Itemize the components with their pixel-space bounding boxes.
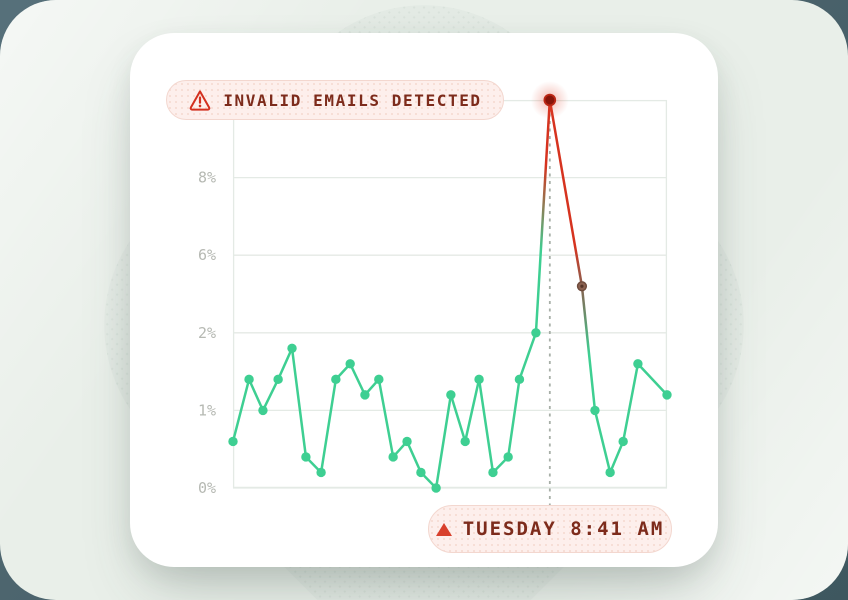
data-point [662, 390, 672, 400]
line-segment [247, 378, 265, 412]
line-segment [276, 347, 294, 381]
line-segment [348, 362, 367, 397]
data-point [258, 405, 268, 416]
y-axis-tick-label: 6% [198, 246, 216, 264]
line-segment [636, 362, 669, 397]
fade-dot-center [580, 284, 584, 288]
line-segment [231, 378, 251, 443]
line-segment [506, 378, 521, 459]
line-segment [377, 378, 395, 459]
line-segment [449, 393, 467, 443]
data-point [273, 374, 283, 385]
data-point [316, 467, 326, 478]
chart-card: 8% 6% 2% 1% 0% INVALID EMAILS DETECTED TUESD… [130, 33, 718, 567]
data-point [590, 405, 600, 416]
data-point [388, 452, 398, 462]
data-point [301, 452, 311, 462]
data-point [360, 390, 370, 400]
line-segment [319, 378, 338, 474]
alert-badge-label: INVALID EMAILS DETECTED [223, 90, 482, 110]
line-segment [621, 362, 640, 443]
data-point [503, 452, 513, 462]
line-segment [580, 284, 597, 412]
tooltip-badge: TUESDAY 8:41 AM [428, 505, 672, 553]
line-segment [534, 98, 552, 335]
y-axis-tick-label: 0% [198, 479, 216, 497]
data-point [374, 374, 384, 385]
data-point [431, 483, 441, 493]
y-axis-tick-label: 2% [198, 324, 216, 342]
line-segment [405, 440, 423, 474]
line-segment [593, 409, 612, 474]
line-segment [548, 98, 584, 288]
warning-triangle-icon [189, 90, 211, 111]
data-point [618, 436, 628, 447]
data-point [244, 374, 254, 385]
data-point [633, 359, 643, 369]
line-segment [608, 440, 625, 474]
alert-badge: INVALID EMAILS DETECTED [166, 80, 504, 120]
up-triangle-icon [435, 522, 452, 536]
data-point [446, 390, 456, 400]
y-axis-tick-label: 8% [198, 169, 216, 187]
data-point [531, 328, 541, 338]
line-segment [434, 393, 453, 490]
line-segment [463, 378, 481, 443]
data-point [402, 436, 412, 447]
data-point [345, 359, 355, 369]
line-chart: 8% 6% 2% 1% 0% [198, 81, 672, 505]
data-point [331, 374, 341, 385]
data-point [287, 343, 297, 354]
data-point [514, 374, 525, 385]
data-point [416, 467, 426, 478]
data-point [228, 436, 238, 447]
data-point [488, 467, 498, 478]
line-segment [261, 378, 280, 412]
plot-border [232, 99, 668, 489]
tooltip-badge-label: TUESDAY 8:41 AM [462, 518, 665, 540]
y-axis-tick-label: 1% [198, 401, 216, 419]
line-segment [290, 347, 308, 459]
data-point [474, 374, 484, 385]
line-segment [518, 331, 538, 381]
peak-dot [543, 93, 557, 107]
line-segment [477, 378, 495, 474]
data-point [605, 467, 615, 478]
data-point [460, 436, 470, 447]
